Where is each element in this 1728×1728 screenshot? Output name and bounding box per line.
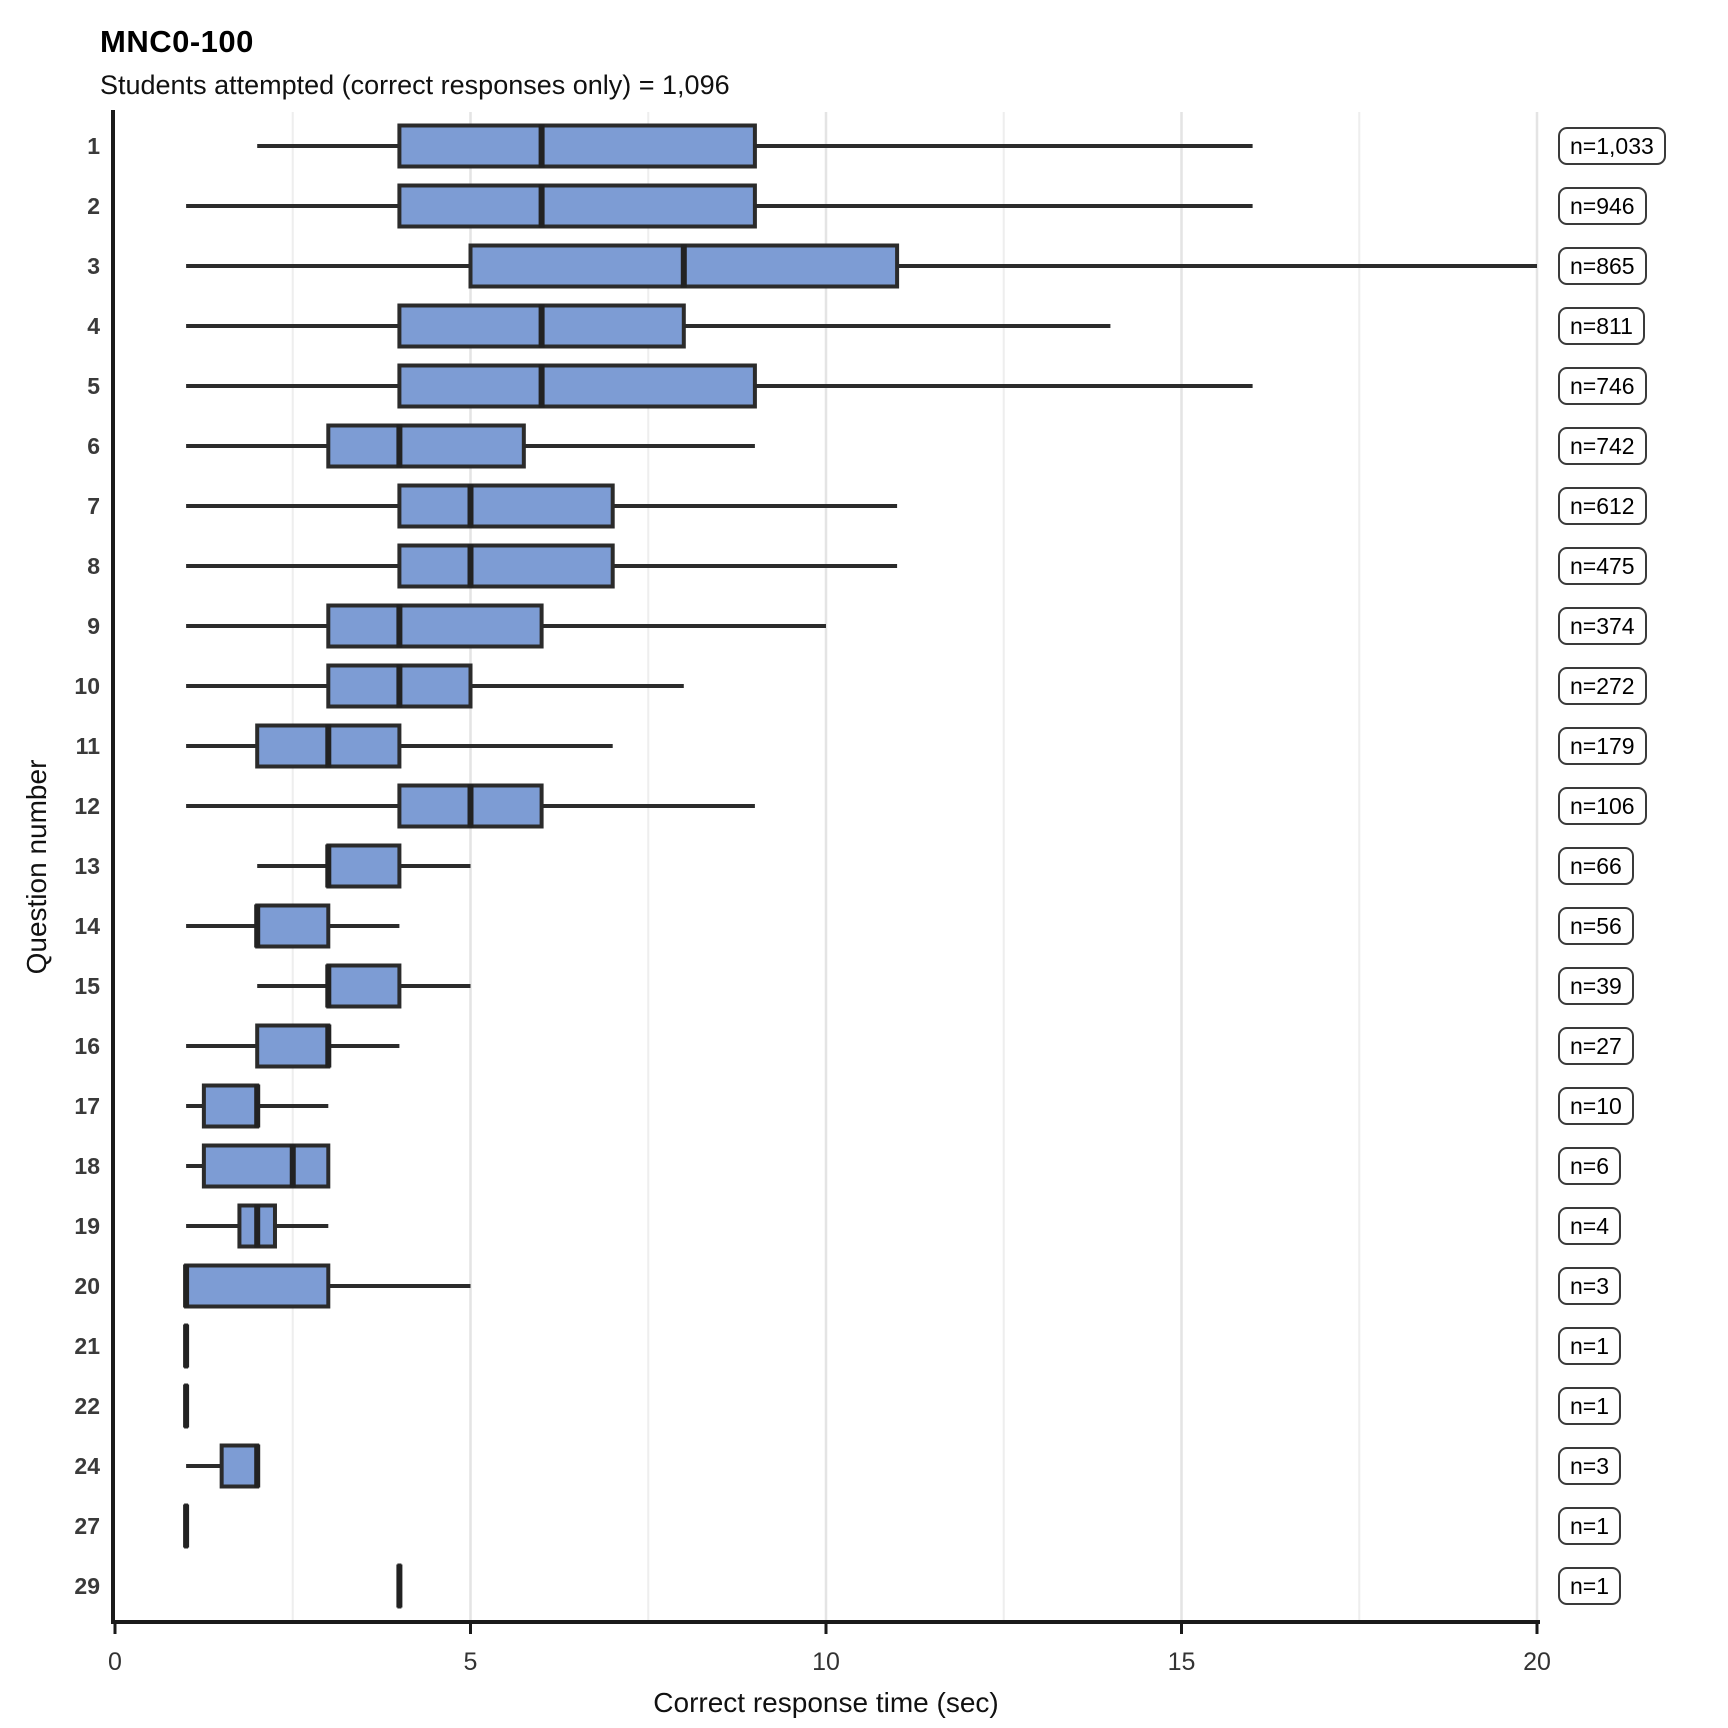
- n-badge-q21: n=1: [1558, 1327, 1622, 1365]
- n-badge-q2: n=946: [1558, 187, 1647, 225]
- n-badge-q16: n=27: [1558, 1027, 1634, 1065]
- y-tick-label-q6: 6: [87, 433, 100, 459]
- box-q24: [219, 1443, 260, 1489]
- n-badge-q12: n=106: [1558, 787, 1647, 825]
- n-badge-q18: n=6: [1558, 1147, 1622, 1185]
- y-tick-label-q24: 24: [74, 1453, 100, 1479]
- y-tick-label-q14: 14: [74, 913, 100, 939]
- x-tick-label-0: 0: [108, 1648, 122, 1676]
- y-tick-label-q3: 3: [87, 253, 100, 279]
- n-badge-q14: n=56: [1558, 907, 1634, 945]
- y-tick-label-q10: 10: [74, 673, 100, 699]
- box-q2: [397, 183, 757, 229]
- chart-title: MNC0-100: [100, 24, 254, 59]
- box-q7: [397, 483, 615, 529]
- n-badge-q17: n=10: [1558, 1087, 1634, 1125]
- x-tick-label-15: 15: [1168, 1648, 1196, 1676]
- n-badge-q20: n=3: [1558, 1267, 1622, 1305]
- n-badge-q8: n=475: [1558, 547, 1647, 585]
- n-badge-q9: n=374: [1558, 607, 1647, 645]
- box-q1: [397, 123, 757, 169]
- y-tick-label-q19: 19: [74, 1213, 100, 1239]
- y-tick-label-q8: 8: [87, 553, 100, 579]
- box-q6: [326, 423, 526, 469]
- box-q15: [326, 963, 402, 1009]
- n-badge-q15: n=39: [1558, 967, 1634, 1005]
- y-tick-label-q11: 11: [76, 733, 101, 759]
- n-badge-q10: n=272: [1558, 667, 1647, 705]
- n-badge-q24: n=3: [1558, 1447, 1622, 1485]
- x-tick-label-5: 5: [464, 1648, 478, 1676]
- y-tick-label-q7: 7: [87, 493, 100, 519]
- y-tick-label-q15: 15: [74, 973, 100, 999]
- n-badge-q1: n=1,033: [1558, 127, 1666, 165]
- y-tick-label-q22: 22: [74, 1393, 100, 1419]
- box-q20: [184, 1263, 331, 1309]
- n-badge-q7: n=612: [1558, 487, 1647, 525]
- n-badge-q11: n=179: [1558, 727, 1647, 765]
- y-tick-label-q21: 21: [74, 1333, 100, 1359]
- y-tick-label-q9: 9: [87, 613, 100, 639]
- x-tick-label-20: 20: [1523, 1648, 1551, 1676]
- n-badge-q22: n=1: [1558, 1387, 1622, 1425]
- n-badge-q3: n=865: [1558, 247, 1647, 285]
- x-axis-title: Correct response time (sec): [653, 1687, 998, 1718]
- n-badge-q27: n=1: [1558, 1507, 1622, 1545]
- y-tick-label-q1: 1: [87, 133, 100, 159]
- n-badge-q19: n=4: [1558, 1207, 1622, 1245]
- n-badge-q4: n=811: [1558, 307, 1645, 345]
- y-tick-label-q27: 27: [74, 1513, 100, 1539]
- n-badge-q6: n=742: [1558, 427, 1647, 465]
- box-q8: [397, 543, 615, 589]
- y-tick-label-q5: 5: [87, 373, 100, 399]
- n-badge-q29: n=1: [1558, 1567, 1622, 1605]
- y-axis-title: Question number: [21, 760, 52, 975]
- y-tick-label-q20: 20: [74, 1273, 100, 1299]
- y-tick-label-q13: 13: [74, 853, 100, 879]
- box-q16: [255, 1023, 331, 1069]
- box-q14: [255, 903, 331, 949]
- chart-subtitle: Students attempted (correct responses on…: [100, 70, 730, 100]
- x-tick-label-10: 10: [812, 1648, 840, 1676]
- box-q9: [326, 603, 544, 649]
- box-q17: [201, 1083, 260, 1129]
- n-badge-q5: n=746: [1558, 367, 1647, 405]
- y-tick-label-q2: 2: [87, 193, 100, 219]
- box-q18: [201, 1143, 331, 1189]
- y-tick-label-q29: 29: [74, 1573, 100, 1599]
- n-badge-q13: n=66: [1558, 847, 1634, 885]
- y-tick-label-q18: 18: [74, 1153, 100, 1179]
- y-tick-label-q16: 16: [74, 1033, 100, 1059]
- y-tick-label-q4: 4: [87, 313, 100, 339]
- box-q13: [326, 843, 402, 889]
- y-tick-label-q17: 17: [74, 1093, 100, 1119]
- y-tick-label-q12: 12: [74, 793, 100, 819]
- box-q5: [397, 363, 757, 409]
